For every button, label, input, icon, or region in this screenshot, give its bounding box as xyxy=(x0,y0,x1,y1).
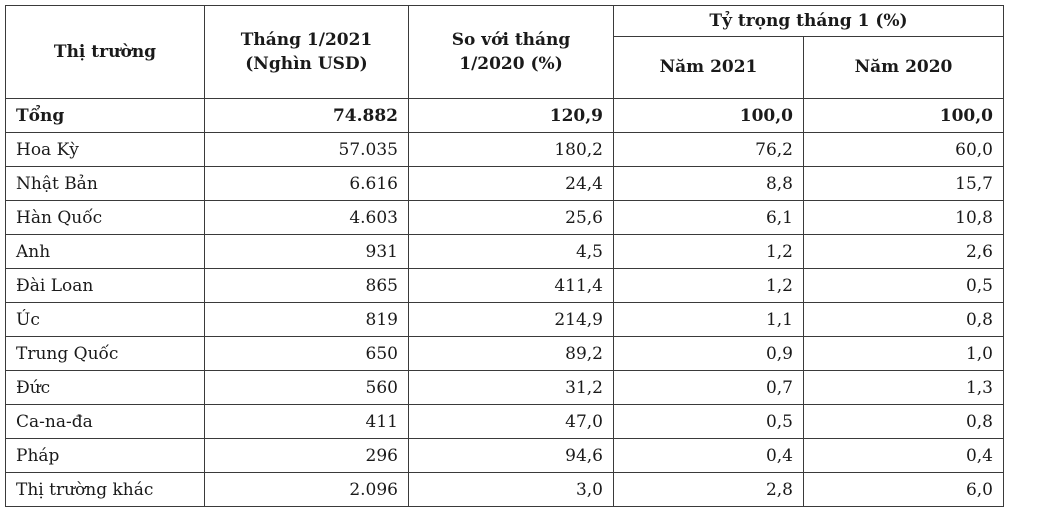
share-2021-cell: 0,5 xyxy=(613,404,804,439)
table-row: Ca-na-đa 411 47,0 0,5 0,8 xyxy=(5,404,1004,439)
market-name-cell: Thị trường khác xyxy=(5,472,205,507)
table-row: Nhật Bản 6.616 24,4 8,8 15,7 xyxy=(5,166,1004,201)
value-cell: 931 xyxy=(204,234,409,269)
market-name-cell: Nhật Bản xyxy=(5,166,205,201)
market-name-cell: Pháp xyxy=(5,438,205,473)
change-cell: 214,9 xyxy=(408,302,614,337)
share-2021-cell: 2,8 xyxy=(613,472,804,507)
change-cell: 411,4 xyxy=(408,268,614,303)
table-row: Úc 819 214,9 1,1 0,8 xyxy=(5,302,1004,337)
table-row: Anh 931 4,5 1,2 2,6 xyxy=(5,234,1004,269)
header-jan2021-line2: (Nghìn USD) xyxy=(245,54,368,74)
header-year-2020: Năm 2020 xyxy=(803,35,1004,100)
market-name-cell: Ca-na-đa xyxy=(5,404,205,439)
share-2021-cell: 100,0 xyxy=(613,98,804,133)
table-row: Hoa Kỳ 57.035 180,2 76,2 60,0 xyxy=(5,132,1004,167)
value-cell: 6.616 xyxy=(204,166,409,201)
share-2020-cell: 100,0 xyxy=(803,98,1004,133)
share-2020-cell: 2,6 xyxy=(803,234,1004,269)
value-cell: 2.096 xyxy=(204,472,409,507)
header-jan2021-line1: Tháng 1/2021 xyxy=(240,30,373,50)
change-cell: 180,2 xyxy=(408,132,614,167)
value-cell: 819 xyxy=(204,302,409,337)
market-name-cell: Tổng xyxy=(5,98,205,133)
share-2021-cell: 8,8 xyxy=(613,166,804,201)
market-name-cell: Đài Loan xyxy=(5,268,205,303)
change-cell: 120,9 xyxy=(408,98,614,133)
header-jan2021: Tháng 1/2021 (Nghìn USD) xyxy=(204,5,409,99)
table-row-total: Tổng 74.882 120,9 100,0 100,0 xyxy=(5,98,1004,133)
share-2020-cell: 1,0 xyxy=(803,336,1004,371)
change-cell: 3,0 xyxy=(408,472,614,507)
table-row: Hàn Quốc 4.603 25,6 6,1 10,8 xyxy=(5,200,1004,235)
value-cell: 296 xyxy=(204,438,409,473)
share-2020-cell: 0,4 xyxy=(803,438,1004,473)
table-row: Pháp 296 94,6 0,4 0,4 xyxy=(5,438,1004,473)
table-row: Thị trường khác 2.096 3,0 2,8 6,0 xyxy=(5,472,1004,507)
market-name-cell: Hàn Quốc xyxy=(5,200,205,235)
share-2021-cell: 0,7 xyxy=(613,370,804,405)
table-body: Tổng 74.882 120,9 100,0 100,0 Hoa Kỳ 57.035 180… xyxy=(5,98,1004,507)
share-2021-cell: 0,9 xyxy=(613,336,804,371)
share-2020-cell: 0,8 xyxy=(803,302,1004,337)
change-cell: 25,6 xyxy=(408,200,614,235)
table-row: Trung Quốc 650 89,2 0,9 1,0 xyxy=(5,336,1004,371)
share-2021-cell: 76,2 xyxy=(613,132,804,167)
market-table-container: Thị trường Tháng 1/2021 (Nghìn USD) So v… xyxy=(5,5,1004,507)
share-2020-cell: 15,7 xyxy=(803,166,1004,201)
share-2021-cell: 6,1 xyxy=(613,200,804,235)
header-year-2021: Năm 2021 xyxy=(613,35,804,100)
header-share-group: Tỷ trọng tháng 1 (%) xyxy=(613,5,1004,37)
market-table: Thị trường Tháng 1/2021 (Nghìn USD) So v… xyxy=(5,5,1004,507)
market-name-cell: Úc xyxy=(5,302,205,337)
market-name-cell: Đức xyxy=(5,370,205,405)
change-cell: 94,6 xyxy=(408,438,614,473)
market-name-cell: Trung Quốc xyxy=(5,336,205,371)
change-cell: 31,2 xyxy=(408,370,614,405)
share-2021-cell: 0,4 xyxy=(613,438,804,473)
share-2020-cell: 0,8 xyxy=(803,404,1004,439)
market-name-cell: Hoa Kỳ xyxy=(5,132,205,167)
value-cell: 650 xyxy=(204,336,409,371)
value-cell: 74.882 xyxy=(204,98,409,133)
share-2020-cell: 6,0 xyxy=(803,472,1004,507)
header-subrow: Năm 2021 Năm 2020 xyxy=(6,35,1004,100)
value-cell: 560 xyxy=(204,370,409,405)
header-market: Thị trường xyxy=(5,5,205,99)
change-cell: 47,0 xyxy=(408,404,614,439)
share-2021-cell: 1,2 xyxy=(613,268,804,303)
header-row: Thị trường Tháng 1/2021 (Nghìn USD) So v… xyxy=(5,5,1004,99)
share-2020-cell: 10,8 xyxy=(803,200,1004,235)
share-2020-cell: 0,5 xyxy=(803,268,1004,303)
value-cell: 411 xyxy=(204,404,409,439)
change-cell: 89,2 xyxy=(408,336,614,371)
share-2020-cell: 60,0 xyxy=(803,132,1004,167)
share-2021-cell: 1,1 xyxy=(613,302,804,337)
table-row: Đài Loan 865 411,4 1,2 0,5 xyxy=(5,268,1004,303)
table-row: Đức 560 31,2 0,7 1,3 xyxy=(5,370,1004,405)
share-2020-cell: 1,3 xyxy=(803,370,1004,405)
value-cell: 57.035 xyxy=(204,132,409,167)
change-cell: 4,5 xyxy=(408,234,614,269)
value-cell: 4.603 xyxy=(204,200,409,235)
change-cell: 24,4 xyxy=(408,166,614,201)
header-vs-jan2020: So với tháng 1/2020 (%) xyxy=(408,5,614,99)
header-vs-line1: So với tháng xyxy=(451,30,571,50)
share-2021-cell: 1,2 xyxy=(613,234,804,269)
market-name-cell: Anh xyxy=(5,234,205,269)
header-vs-line2: 1/2020 (%) xyxy=(459,54,563,74)
value-cell: 865 xyxy=(204,268,409,303)
